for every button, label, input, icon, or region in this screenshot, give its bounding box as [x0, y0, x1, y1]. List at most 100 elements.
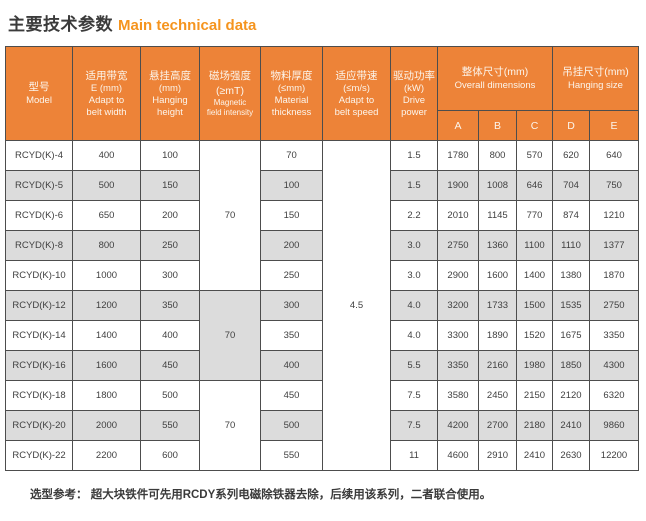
hanging-height-cell: 450	[140, 350, 200, 381]
header-drive-power-unit: (kW)	[403, 82, 425, 94]
belt-width-cell: 650	[72, 200, 141, 231]
drive-power-cell: 7.5	[390, 380, 438, 411]
header-dim-c: C	[516, 110, 553, 141]
dim-a-cell: 1780	[437, 140, 479, 171]
header-belt-width-zh: 适用带宽	[85, 69, 128, 82]
page-title: 主要技术参数 Main technical data	[8, 10, 646, 35]
dim-d-cell: 1380	[552, 260, 590, 291]
header-dim-d: D	[552, 110, 590, 141]
dim-a-cell: 2750	[437, 230, 479, 261]
dim-b-cell: 1733	[478, 290, 517, 321]
dim-e-cell: 1210	[589, 200, 639, 231]
dim-b-cell: 2160	[478, 350, 517, 381]
dim-b-cell: 2910	[478, 440, 517, 471]
dim-c-cell: 2150	[516, 380, 553, 411]
model-cell: RCYD(K)-8	[5, 230, 73, 261]
drive-power-cell: 1.5	[390, 140, 438, 171]
hanging-height-cell: 200	[140, 200, 200, 231]
dim-c-cell: 1400	[516, 260, 553, 291]
dim-e-cell: 1377	[589, 230, 639, 261]
dim-b-cell: 1008	[478, 170, 517, 201]
dim-e-cell: 9860	[589, 410, 639, 441]
table-row: RCYD(K)-6 650 200 150 2.2 2010 1145 770 874 1210	[5, 200, 639, 231]
dim-e-cell: 4300	[589, 350, 639, 381]
material-thickness-cell: 300	[260, 290, 323, 321]
dim-c-cell: 2180	[516, 410, 553, 441]
header-dim-a: A	[437, 110, 479, 141]
drive-power-cell: 3.0	[390, 230, 438, 261]
dim-c-cell: 770	[516, 200, 553, 231]
dim-a-cell: 2010	[437, 200, 479, 231]
dim-c-cell: 1520	[516, 320, 553, 351]
belt-width-cell: 2200	[72, 440, 141, 471]
table-header-row-groups: 型号 Model 适用带宽 E (mm) Adapt to belt width…	[5, 46, 639, 141]
header-hanging-height: 悬挂高度 (mm) Hanging height	[140, 46, 200, 141]
header-drive-power-en1: Drive	[402, 94, 426, 106]
belt-width-cell: 500	[72, 170, 141, 201]
header-material-zh: 物料厚度	[270, 69, 313, 82]
material-thickness-cell: 70	[260, 140, 323, 171]
header-hanging-size-zh: 吊挂尺寸(mm)	[562, 66, 629, 79]
dim-a-cell: 3580	[437, 380, 479, 411]
dim-c-cell: 1100	[516, 230, 553, 261]
header-drive-power-zh: 驱动功率	[393, 69, 435, 82]
belt-width-cell: 1200	[72, 290, 141, 321]
dim-e-cell: 750	[589, 170, 639, 201]
model-cell: RCYD(K)-16	[5, 350, 73, 381]
header-overall-zh: 整体尺寸(mm)	[461, 66, 529, 79]
drive-power-cell: 11	[390, 440, 438, 471]
material-thickness-cell: 250	[260, 260, 323, 291]
belt-width-cell: 1000	[72, 260, 141, 291]
material-thickness-cell: 350	[260, 320, 323, 351]
dim-b-cell: 1600	[478, 260, 517, 291]
header-magnetic-zh: 磁场强度	[209, 70, 251, 83]
table-row: RCYD(K)-16 1600 450 400 5.5 3350 2160 1980 1850 4…	[5, 350, 639, 381]
dim-b-cell: 1145	[478, 200, 517, 231]
belt-width-cell: 1600	[72, 350, 141, 381]
model-cell: RCYD(K)-18	[5, 380, 73, 411]
magnetic-intensity-cell: 70	[199, 290, 261, 381]
dim-e-cell: 1870	[589, 260, 639, 291]
drive-power-cell: 4.0	[390, 290, 438, 321]
dim-d-cell: 1535	[552, 290, 590, 321]
dim-c-cell: 1980	[516, 350, 553, 381]
header-hanging-size: 吊挂尺寸(mm) Hanging size	[552, 46, 639, 111]
dim-d-cell: 874	[552, 200, 590, 231]
belt-width-cell: 800	[72, 230, 141, 261]
header-hanging-height-unit: (mm)	[158, 82, 182, 94]
hanging-height-cell: 350	[140, 290, 200, 321]
model-cell: RCYD(K)-12	[5, 290, 73, 321]
drive-power-cell: 1.5	[390, 170, 438, 201]
model-cell: RCYD(K)-14	[5, 320, 73, 351]
dim-c-cell: 2410	[516, 440, 553, 471]
dim-e-cell: 3350	[589, 320, 639, 351]
dim-b-cell: 1890	[478, 320, 517, 351]
hanging-height-cell: 550	[140, 410, 200, 441]
header-model-zh: 型号	[28, 81, 50, 94]
header-overall-en: Overall dimensions	[454, 79, 536, 91]
dim-a-cell: 3350	[437, 350, 479, 381]
header-material-thickness: 物料厚度 (≤mm) Material thickness	[260, 46, 323, 141]
dim-e-cell: 12200	[589, 440, 639, 471]
dim-b-cell: 800	[478, 140, 517, 171]
hanging-height-cell: 300	[140, 260, 200, 291]
header-belt-speed-zh: 适应带速	[335, 69, 378, 82]
dim-e-cell: 640	[589, 140, 639, 171]
header-hanging-height-zh: 悬挂高度	[149, 69, 191, 82]
material-thickness-cell: 100	[260, 170, 323, 201]
table-row: RCYD(K)-5 500 150 100 1.5 1900 1008 646 704 750	[5, 170, 639, 201]
table-row: RCYD(K)-8 800 250 200 3.0 2750 1360 1100 1110 137…	[5, 230, 639, 261]
dim-c-cell: 1500	[516, 290, 553, 321]
header-material-unit: (≤mm)	[277, 82, 306, 94]
header-model: 型号 Model	[5, 46, 73, 141]
drive-power-cell: 5.5	[390, 350, 438, 381]
model-cell: RCYD(K)-22	[5, 440, 73, 471]
header-magnetic-en1: Magnetic	[213, 97, 247, 107]
model-cell: RCYD(K)-6	[5, 200, 73, 231]
header-belt-width: 适用带宽 E (mm) Adapt to belt width	[72, 46, 141, 141]
dim-c-cell: 570	[516, 140, 553, 171]
model-cell: RCYD(K)-4	[5, 140, 73, 171]
dim-a-cell: 3300	[437, 320, 479, 351]
technical-data-table: 型号 Model 适用带宽 E (mm) Adapt to belt width…	[5, 46, 639, 471]
header-belt-width-en2: belt width	[86, 106, 127, 118]
